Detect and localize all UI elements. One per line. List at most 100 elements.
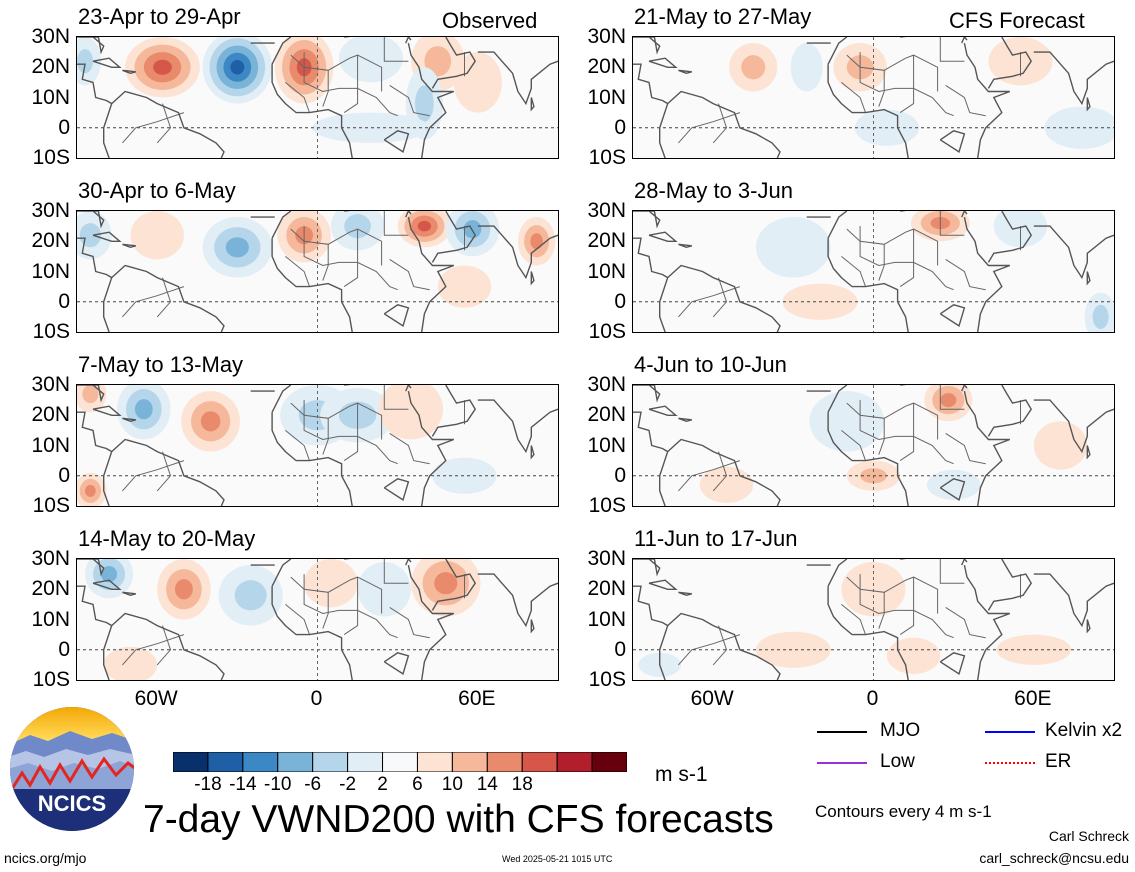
anomaly-contour — [437, 265, 492, 308]
y-tick-label: 30N — [31, 25, 70, 48]
map-panel-forecast — [632, 36, 1115, 159]
coastline — [827, 238, 909, 332]
coastline — [987, 211, 1033, 263]
y-tick-label: 10S — [32, 494, 70, 517]
anomaly-contour — [926, 469, 981, 500]
coastline — [407, 216, 455, 332]
coastline — [1086, 619, 1091, 634]
y-tick-label: 0 — [58, 463, 70, 487]
anomaly-contour — [225, 237, 249, 258]
y-tick-label: 20N — [587, 55, 626, 79]
panel-title: 4-Jun to 10-Jun — [634, 352, 787, 377]
coastline — [633, 37, 661, 55]
country-border — [939, 37, 965, 62]
panel-title: 28-May to 3-Jun — [634, 178, 793, 203]
observed-label: Observed — [442, 8, 538, 33]
country-border — [322, 70, 329, 107]
country-border — [389, 606, 430, 639]
country-border — [122, 286, 185, 318]
country-border — [156, 103, 172, 144]
x-tick-label: 0 — [866, 687, 879, 710]
contour-note: Contours every 4 m s-1 — [815, 802, 992, 821]
colorbar-swatch — [172, 751, 209, 773]
anomaly-contour — [415, 85, 434, 122]
country-border — [899, 403, 915, 462]
footer-author: Carl Schreck — [1048, 828, 1129, 844]
coastline — [1033, 573, 1114, 628]
coastline — [111, 264, 225, 332]
legend-low-label: Low — [880, 751, 915, 772]
y-tick-label: 10S — [32, 320, 70, 343]
coastline — [827, 37, 848, 65]
y-tick-label: 20N — [31, 55, 70, 79]
coastline — [477, 573, 558, 628]
colorbar-label: -10 — [264, 774, 292, 795]
anomaly-contour — [338, 37, 404, 83]
anomaly-contour — [755, 217, 831, 278]
coastline — [271, 37, 292, 65]
y-tick-label: 10S — [588, 494, 626, 517]
country-border — [859, 226, 954, 291]
coastline — [383, 130, 410, 153]
legend-mjo-line — [817, 731, 867, 733]
panel-title: 30-Apr to 6-May — [78, 178, 236, 203]
coastline — [530, 619, 535, 634]
map-panel-observed — [76, 558, 559, 681]
country-border — [389, 432, 430, 465]
footer-email: carl_schreck@ncsu.edu — [979, 850, 1129, 866]
coastline — [92, 231, 122, 242]
coastline — [963, 564, 1011, 680]
coastline — [633, 411, 669, 506]
coastline — [383, 652, 410, 675]
coastline — [827, 586, 909, 680]
coastline — [77, 585, 113, 680]
y-tick-label: 10S — [588, 146, 626, 169]
map-panel-observed — [76, 210, 559, 333]
country-border — [859, 52, 954, 117]
coastline — [1033, 225, 1114, 280]
x-tick-label: 60W — [690, 687, 734, 710]
legend-mjo-label: MJO — [880, 720, 921, 741]
country-border — [122, 460, 185, 492]
legend-low-line — [817, 762, 867, 764]
coastline — [1086, 97, 1091, 112]
map-panel-forecast — [632, 384, 1115, 507]
y-tick-label: 30N — [587, 199, 626, 222]
country-border — [678, 460, 741, 492]
country-border — [343, 229, 359, 288]
coastline — [987, 37, 1033, 89]
coastline — [530, 97, 535, 112]
country-border — [712, 277, 728, 318]
anomaly-contour — [85, 484, 96, 497]
coastline — [963, 216, 1011, 332]
forecast-label: CFS Forecast — [949, 8, 1085, 33]
country-border — [678, 112, 741, 144]
coastline — [939, 130, 966, 153]
panel-title: 23-Apr to 29-Apr — [78, 4, 241, 29]
country-border — [939, 211, 965, 236]
coastline — [92, 57, 122, 68]
y-tick-label: 30N — [587, 547, 626, 570]
y-tick-label: 10N — [587, 85, 626, 109]
coastline — [111, 612, 225, 680]
country-border — [303, 400, 398, 465]
country-border — [303, 52, 398, 117]
y-tick-label: 30N — [31, 373, 70, 396]
y-tick-label: 30N — [31, 199, 70, 222]
map-panel-forecast — [632, 558, 1115, 681]
y-tick-label: 20N — [31, 403, 70, 427]
coastline — [92, 579, 122, 590]
coastline — [633, 585, 669, 680]
anomaly-contour — [453, 52, 502, 113]
coastline — [77, 385, 105, 403]
country-border — [389, 258, 430, 291]
coastline — [431, 211, 477, 263]
country-border — [712, 625, 728, 666]
country-border — [383, 37, 409, 62]
coastline — [77, 63, 113, 158]
country-border — [303, 226, 398, 291]
coastline — [963, 42, 1011, 158]
panel-title: 21-May to 27-May — [634, 4, 812, 29]
country-border — [303, 574, 398, 639]
coastline — [407, 564, 455, 680]
